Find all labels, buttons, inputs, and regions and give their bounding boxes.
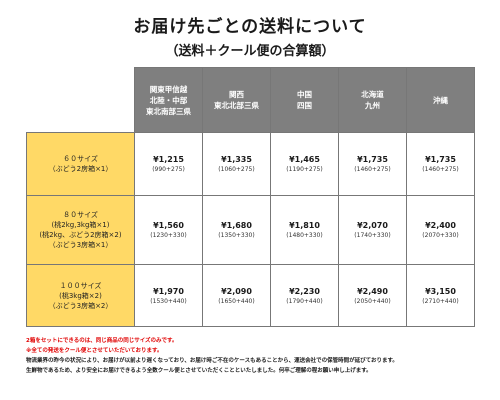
price-cell: ¥3,150 (2710+440) (406, 264, 475, 327)
price-cell: ¥1,680 (1350+330) (202, 195, 271, 265)
table-row: １００サイズ (桃3kg箱×2) （ぶどう3房箱×2） ¥1,970 (1530+… (26, 264, 475, 327)
price-cell: ¥1,560 (1230+330) (134, 195, 203, 265)
price-total: ¥2,090 (221, 286, 252, 296)
table-row: ８０サイズ (桃2kg,3kg箱×1) (桃2kg、ぶどう2房箱×2) （ぶどう… (26, 195, 475, 265)
page-subtitle: （送料＋クール便の合算額） (165, 44, 335, 59)
price-cell: ¥1,810 (1480+330) (270, 195, 339, 265)
price-total: ¥1,735 (425, 155, 456, 164)
price-breakdown: (1460+275) (354, 166, 391, 173)
note-line: 生鮮物であるため、より安全にお届けできるよう全数クール便とさせていただくこととい… (26, 368, 372, 374)
price-breakdown: (1650+440) (218, 297, 255, 305)
price-breakdown: (1790+440) (286, 297, 323, 305)
region-header-kanto: 関東甲信越 北陸・中部 東北南部三県 (134, 67, 203, 133)
price-total: ¥1,215 (153, 155, 184, 164)
corner-cell (26, 67, 135, 133)
price-cell: ¥2,230 (1790+440) (270, 264, 339, 327)
price-total: ¥1,810 (289, 221, 320, 230)
price-cell: ¥2,400 (2070+330) (406, 195, 475, 265)
size-label-100: １００サイズ (桃3kg箱×2) （ぶどう3房箱×2） (26, 264, 135, 327)
price-cell: ¥2,070 (1740+330) (338, 195, 407, 265)
price-breakdown: (1530+440) (150, 297, 187, 305)
note-line: ※全ての発送をクール便とさせていただいております。 (26, 348, 163, 354)
price-total: ¥2,230 (289, 286, 320, 296)
price-total: ¥1,735 (357, 155, 388, 164)
price-breakdown: (1350+330) (218, 232, 255, 239)
price-breakdown: (1480+330) (286, 232, 323, 239)
price-breakdown: (1190+275) (286, 166, 323, 173)
shipping-rate-table: 関東甲信越 北陸・中部 東北南部三県 関西 東北北部三県 中国 四国 北海道 九… (26, 67, 475, 327)
price-total: ¥1,560 (153, 221, 184, 230)
price-total: ¥1,970 (153, 286, 184, 296)
price-total: ¥2,400 (425, 221, 456, 230)
region-header-chugoku: 中国 四国 (270, 67, 339, 133)
price-total: ¥1,465 (289, 155, 320, 164)
price-breakdown: (2050+440) (354, 297, 391, 305)
region-header-hokkaido: 北海道 九州 (338, 67, 407, 133)
price-breakdown: (2070+330) (422, 232, 459, 239)
region-header-kansai: 関西 東北北部三県 (202, 67, 271, 133)
price-total: ¥1,680 (221, 221, 252, 230)
table-row: ６０サイズ （ぶどう2房箱×1） ¥1,215 (990+275) ¥1,335 (… (26, 132, 475, 196)
price-cell: ¥1,735 (1460+275) (338, 132, 407, 196)
price-breakdown: (1230+330) (150, 232, 187, 239)
price-breakdown: (2710+440) (422, 297, 459, 305)
price-cell: ¥1,335 (1060+275) (202, 132, 271, 196)
region-header-row: 関東甲信越 北陸・中部 東北南部三県 関西 東北北部三県 中国 四国 北海道 九… (26, 67, 475, 133)
price-cell: ¥1,970 (1530+440) (134, 264, 203, 327)
price-breakdown: (1460+275) (422, 166, 459, 173)
price-breakdown: (990+275) (152, 166, 185, 173)
note-line: 物流業界の昨今の状況により、お届けが以前より遅くなっており、お届け時ご不在のケー… (26, 358, 398, 364)
price-cell: ¥1,215 (990+275) (134, 132, 203, 196)
price-cell: ¥1,465 (1190+275) (270, 132, 339, 196)
price-total: ¥2,490 (357, 286, 388, 296)
price-cell: ¥1,735 (1460+275) (406, 132, 475, 196)
price-cell: ¥2,090 (1650+440) (202, 264, 271, 327)
size-label-60: ６０サイズ （ぶどう2房箱×1） (26, 132, 135, 196)
price-breakdown: (1060+275) (218, 166, 255, 173)
page-title: お届け先ごとの送料について (133, 17, 367, 37)
note-line: 2箱をセットにできるのは、同じ商品の同じサイズのみです。 (26, 338, 178, 344)
price-total: ¥1,335 (221, 155, 252, 164)
region-header-okinawa: 沖縄 (406, 67, 475, 133)
price-breakdown: (1740+330) (354, 232, 391, 239)
price-cell: ¥2,490 (2050+440) (338, 264, 407, 327)
price-total: ¥2,070 (357, 221, 388, 230)
size-label-80: ８０サイズ (桃2kg,3kg箱×1) (桃2kg、ぶどう2房箱×2) （ぶどう… (26, 195, 135, 265)
shipping-notes: 2箱をセットにできるのは、同じ商品の同じサイズのみです。 ※全ての発送をクール便… (26, 336, 486, 376)
price-total: ¥3,150 (425, 286, 456, 296)
